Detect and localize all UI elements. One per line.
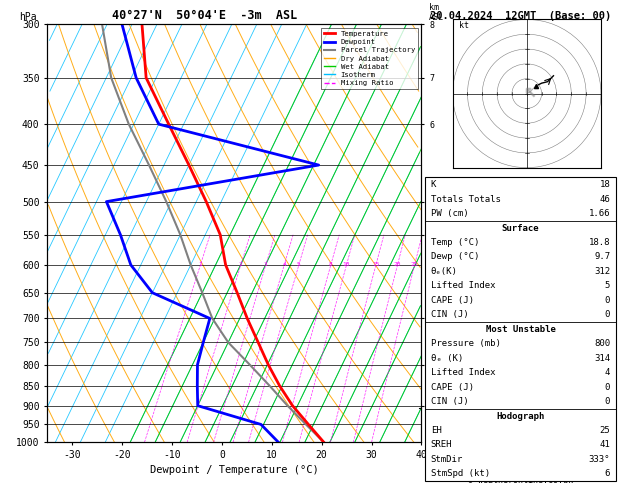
Text: K: K bbox=[431, 180, 437, 189]
Text: Totals Totals: Totals Totals bbox=[431, 194, 501, 204]
Text: 6: 6 bbox=[604, 469, 610, 478]
Text: © weatheronline.co.uk: © weatheronline.co.uk bbox=[468, 475, 573, 485]
Text: 20.04.2024  12GMT  (Base: 00): 20.04.2024 12GMT (Base: 00) bbox=[430, 11, 611, 21]
Text: 314: 314 bbox=[594, 354, 610, 363]
Text: PW (cm): PW (cm) bbox=[431, 209, 469, 218]
Text: 18: 18 bbox=[599, 180, 610, 189]
Text: Dewp (°C): Dewp (°C) bbox=[431, 252, 479, 261]
Text: 1: 1 bbox=[199, 262, 203, 267]
Text: LCL: LCL bbox=[427, 403, 441, 412]
Text: CAPE (J): CAPE (J) bbox=[431, 382, 474, 392]
Text: 8: 8 bbox=[329, 262, 333, 267]
Text: Temp (°C): Temp (°C) bbox=[431, 238, 479, 247]
Text: StmSpd (kt): StmSpd (kt) bbox=[431, 469, 490, 478]
Text: 1.66: 1.66 bbox=[589, 209, 610, 218]
Text: kt: kt bbox=[459, 21, 469, 30]
Text: θₑ(K): θₑ(K) bbox=[431, 267, 458, 276]
Text: 41: 41 bbox=[599, 440, 610, 450]
X-axis label: Dewpoint / Temperature (°C): Dewpoint / Temperature (°C) bbox=[150, 466, 319, 475]
Text: 15: 15 bbox=[372, 262, 380, 267]
Text: EH: EH bbox=[431, 426, 442, 435]
Text: Lifted Index: Lifted Index bbox=[431, 281, 496, 290]
Text: 18.8: 18.8 bbox=[589, 238, 610, 247]
Text: 0: 0 bbox=[604, 310, 610, 319]
Text: 40°27'N  50°04'E  -3m  ASL: 40°27'N 50°04'E -3m ASL bbox=[112, 9, 297, 22]
Text: CIN (J): CIN (J) bbox=[431, 310, 469, 319]
Text: km
ASL: km ASL bbox=[429, 3, 444, 22]
Text: 20: 20 bbox=[394, 262, 401, 267]
Text: 3: 3 bbox=[264, 262, 268, 267]
Text: 46: 46 bbox=[599, 194, 610, 204]
Legend: Temperature, Dewpoint, Parcel Trajectory, Dry Adiabat, Wet Adiabat, Isotherm, Mi: Temperature, Dewpoint, Parcel Trajectory… bbox=[321, 28, 418, 89]
Text: Pressure (mb): Pressure (mb) bbox=[431, 339, 501, 348]
Text: 0: 0 bbox=[604, 397, 610, 406]
Text: 2: 2 bbox=[239, 262, 243, 267]
Text: 9.7: 9.7 bbox=[594, 252, 610, 261]
Text: Hodograph: Hodograph bbox=[496, 412, 545, 420]
Text: 10: 10 bbox=[343, 262, 350, 267]
Text: 4: 4 bbox=[604, 368, 610, 377]
Text: θₑ (K): θₑ (K) bbox=[431, 354, 463, 363]
Text: StmDir: StmDir bbox=[431, 455, 463, 464]
Text: Surface: Surface bbox=[502, 224, 539, 232]
Text: 25: 25 bbox=[411, 262, 418, 267]
Text: 0: 0 bbox=[604, 382, 610, 392]
Text: 800: 800 bbox=[594, 339, 610, 348]
Text: hPa: hPa bbox=[19, 12, 36, 22]
Text: Lifted Index: Lifted Index bbox=[431, 368, 496, 377]
Y-axis label: Mixing Ratio (g/kg): Mixing Ratio (g/kg) bbox=[437, 177, 447, 289]
Text: 0: 0 bbox=[604, 296, 610, 305]
Text: CIN (J): CIN (J) bbox=[431, 397, 469, 406]
Text: 4: 4 bbox=[282, 262, 286, 267]
Text: 5: 5 bbox=[604, 281, 610, 290]
Text: 5: 5 bbox=[297, 262, 301, 267]
Text: 25: 25 bbox=[599, 426, 610, 435]
Text: 312: 312 bbox=[594, 267, 610, 276]
Text: CAPE (J): CAPE (J) bbox=[431, 296, 474, 305]
Text: Most Unstable: Most Unstable bbox=[486, 325, 555, 334]
Text: SREH: SREH bbox=[431, 440, 452, 450]
Text: 333°: 333° bbox=[589, 455, 610, 464]
